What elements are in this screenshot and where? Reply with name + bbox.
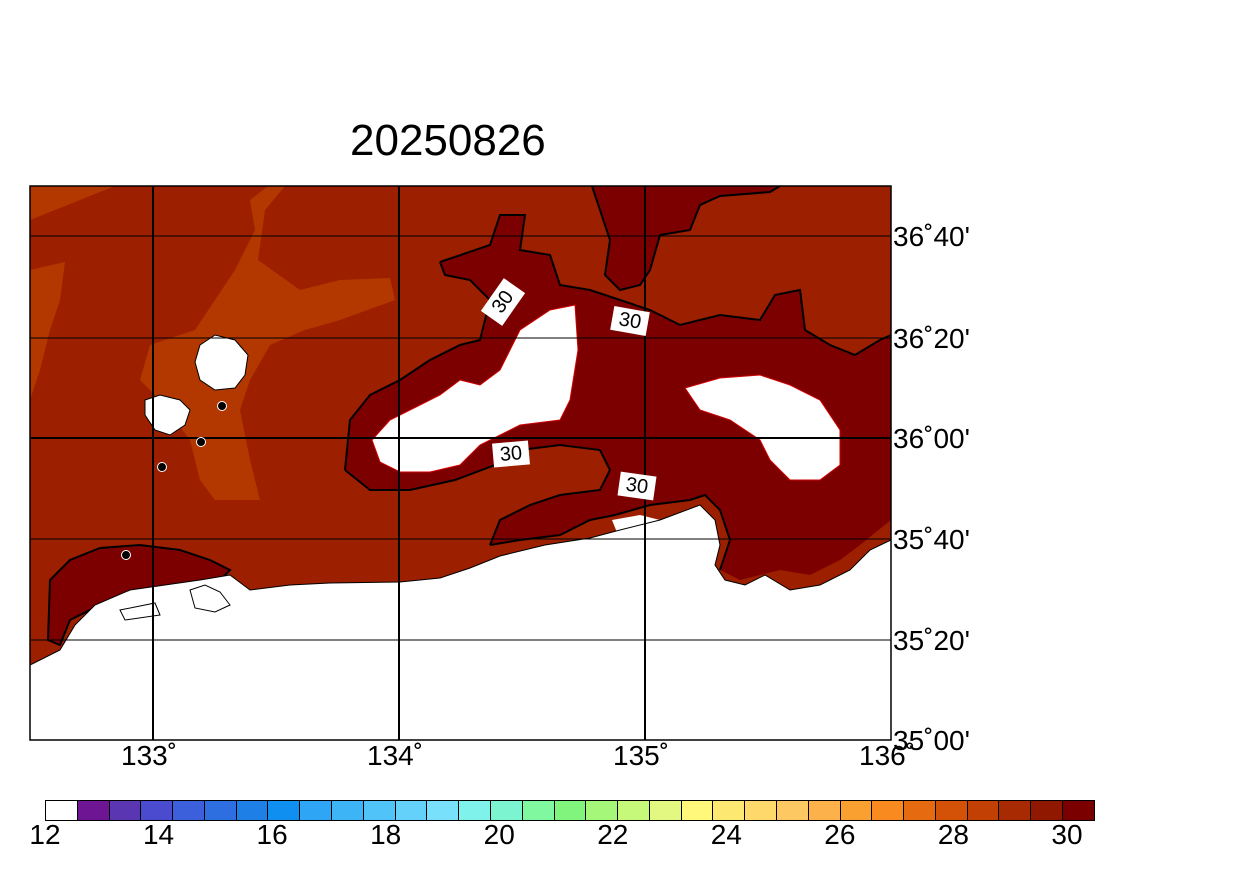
station-marker <box>121 550 131 560</box>
colorbar-tick-label: 12 <box>29 819 61 850</box>
colorbar-swatch <box>681 801 714 820</box>
lat-label: 36˚20' <box>893 323 970 354</box>
sst-field-warm-north <box>592 186 780 290</box>
colorbar-tick-label: 24 <box>710 819 742 850</box>
colorbar-tick-label: 28 <box>937 819 970 850</box>
colorbar-swatch <box>967 801 1000 820</box>
land-lake-2 <box>189 584 231 613</box>
colorbar-swatch <box>808 801 841 820</box>
lon-label: 134˚ <box>367 740 424 771</box>
sst-field-warm-central <box>345 215 891 580</box>
colorbar-swatch <box>745 801 777 820</box>
colorbar-swatch <box>554 801 587 820</box>
lon-label: 133˚ <box>121 740 178 771</box>
lat-label: 35˚00' <box>893 725 970 756</box>
lon-label: 136˚ <box>859 740 916 771</box>
colorbar-swatch <box>522 801 555 820</box>
colorbar-swatch <box>363 801 396 820</box>
contour-label-text: 30 <box>499 442 523 466</box>
colorbar-swatch <box>1031 801 1063 820</box>
station-markers <box>121 401 227 560</box>
contour-30-north <box>591 186 781 292</box>
colorbar-swatch <box>173 801 205 820</box>
contour-30-inner <box>344 261 612 546</box>
colorbar-swatch <box>840 801 873 820</box>
colorbar-tick-label: 20 <box>483 819 515 850</box>
colorbar-tick-label: 18 <box>370 819 402 850</box>
sst-field-warm-southwest <box>48 545 230 645</box>
colorbar-swatch <box>268 801 301 820</box>
contour-30-south <box>489 493 732 571</box>
lon-label: 135˚ <box>613 740 670 771</box>
colorbar-swatch <box>490 801 523 820</box>
colorbar-swatch <box>109 801 142 820</box>
colorbar-tick-label: 22 <box>597 819 629 850</box>
colorbar-swatch <box>872 801 905 820</box>
colorbar <box>45 800 1095 821</box>
contour-30-central <box>439 214 891 357</box>
colorbar-swatch <box>1063 801 1094 820</box>
colorbar-swatch <box>46 801 78 820</box>
colorbar-swatch <box>427 801 460 820</box>
colorbar-swatch <box>300 801 333 820</box>
sst-pocket-west <box>371 304 579 473</box>
contour-label-3: 30 <box>492 440 530 468</box>
lat-label: 35˚40' <box>893 524 970 555</box>
contour-label-text: 30 <box>624 474 649 499</box>
lat-label: 36˚40' <box>893 221 970 252</box>
colorbar-swatch <box>459 801 491 820</box>
map-grid <box>29 185 892 741</box>
land-honshu <box>30 504 891 740</box>
colorbar-swatch <box>141 801 174 820</box>
colorbar-swatch <box>904 801 936 820</box>
colorbar-swatch <box>586 801 619 820</box>
colorbar-swatch <box>332 801 364 820</box>
colorbar-swatch <box>77 801 110 820</box>
station-marker <box>157 462 167 472</box>
colorbar-swatch <box>999 801 1032 820</box>
colorbar-swatch <box>935 801 968 820</box>
colorbar-swatch <box>649 801 682 820</box>
land-oki-dogo <box>144 394 191 436</box>
contour-label-text: 30 <box>617 308 643 334</box>
colorbar-tick-label: 14 <box>142 819 175 850</box>
contour-label-2: 30 <box>610 306 650 336</box>
station-marker <box>217 401 227 411</box>
sst-pocket-east <box>684 374 841 481</box>
colorbar-swatch <box>713 801 746 820</box>
contour-label-4: 30 <box>617 471 657 501</box>
colorbar-swatch <box>618 801 650 820</box>
contour-30-southwest <box>46 543 232 647</box>
lat-label: 35˚20' <box>893 625 970 656</box>
colorbar-swatch <box>395 801 428 820</box>
land-lake <box>119 602 161 621</box>
colorbar-swatch <box>204 801 237 820</box>
colorbar-tick-label: 26 <box>824 819 856 850</box>
map-title: 20250826 <box>350 116 546 165</box>
lat-label: 36˚00' <box>893 423 970 454</box>
station-marker <box>196 437 206 447</box>
colorbar-tick-label: 30 <box>1051 819 1083 850</box>
colorbar-swatch <box>776 801 809 820</box>
colorbar-tick-label: 16 <box>256 819 288 850</box>
colorbar-swatch <box>236 801 269 820</box>
